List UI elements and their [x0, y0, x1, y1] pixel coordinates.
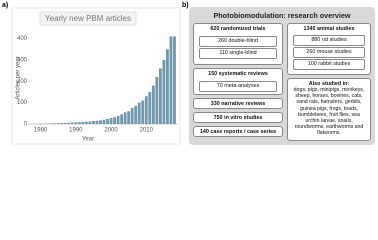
box: 620 randomized trials 260 double-blind 1… — [193, 23, 283, 65]
bar — [144, 96, 148, 124]
box-label: 150 systematic reviews — [208, 71, 268, 77]
bar — [49, 123, 53, 124]
sub-box: 110 single-blind — [199, 48, 277, 59]
bar — [95, 120, 99, 124]
bar — [102, 119, 106, 124]
panel-label: a) — [2, 2, 9, 9]
box-label: 1340 animal studies — [303, 26, 355, 32]
bar — [173, 36, 176, 125]
x-tick-label: 1980 — [34, 128, 48, 134]
x-tick-label: 2000 — [104, 128, 118, 134]
box: 750 in vitro studies — [193, 112, 283, 123]
panel-label: b) — [182, 2, 189, 9]
x-tick-label: 2010 — [140, 128, 154, 134]
y-tick-label: 400 — [17, 36, 28, 42]
y-tick-label: 100 — [17, 100, 28, 106]
box: 140 case reports / case series — [193, 126, 283, 137]
bar — [151, 85, 155, 124]
bar — [109, 118, 113, 124]
sub-box: 70 meta-analyses — [199, 81, 277, 92]
bar — [74, 122, 78, 124]
bar — [148, 91, 152, 124]
bar — [81, 121, 85, 124]
box: Also studied in: dogs, pigs, minipigs, m… — [287, 78, 371, 141]
bar — [67, 122, 71, 124]
sub-box: 260 mouse studies — [293, 47, 365, 58]
sub-box: 260 double-blind — [199, 36, 277, 47]
bar — [99, 120, 102, 124]
box: 1340 animal studies 880 rat studies 260 … — [287, 23, 371, 75]
bar — [92, 121, 95, 124]
bar — [53, 123, 57, 124]
x-tick-label: 1990 — [69, 128, 83, 134]
bar — [120, 114, 124, 124]
bar — [88, 121, 92, 124]
bar — [137, 102, 141, 124]
bar — [127, 111, 131, 124]
y-tick-label: 0 — [24, 122, 28, 128]
bar — [77, 122, 81, 124]
box-text: dogs, pigs, minipigs, monkeys, sheep, ho… — [293, 87, 365, 137]
x-axis-label: Year — [82, 137, 94, 143]
bar — [56, 123, 60, 124]
chart-frame — [11, 7, 181, 145]
bar — [141, 100, 145, 124]
bar — [134, 105, 138, 124]
y-tick-label: 300 — [17, 57, 28, 63]
bar — [123, 112, 127, 124]
bar — [116, 115, 120, 124]
overview-diagram: Photobiomodulation: research overview 62… — [189, 7, 375, 145]
bar — [169, 36, 173, 125]
diagram-title: Photobiomodulation: research overview — [213, 11, 351, 20]
bar — [84, 121, 88, 124]
box-label: 620 randomized trials — [210, 26, 266, 32]
bar — [70, 122, 74, 124]
bar — [63, 122, 67, 124]
page: a) b) Yearly new PBM articles Year Artic… — [2, 2, 375, 145]
box: 150 systematic reviews 70 meta-analyses — [193, 68, 283, 95]
sub-box: 100 rabbit studies — [293, 59, 365, 70]
chart: Yearly new PBM articles Year Articles pe… — [11, 7, 181, 145]
bar — [166, 49, 169, 124]
chart-title: Yearly new PBM articles — [45, 14, 131, 23]
box: 330 narrative reviews — [193, 98, 283, 109]
bar — [113, 117, 116, 124]
title-box — [39, 11, 137, 26]
bar — [106, 118, 109, 124]
bar — [60, 122, 64, 124]
bar — [130, 107, 134, 124]
box-label: Also studied in: — [308, 81, 350, 87]
sub-box: 880 rat studies — [293, 35, 365, 46]
y-axis-label: Articles per year — [16, 56, 22, 99]
bar — [155, 77, 159, 124]
bar — [158, 68, 162, 124]
bar — [162, 59, 166, 125]
y-tick-label: 200 — [17, 79, 28, 85]
